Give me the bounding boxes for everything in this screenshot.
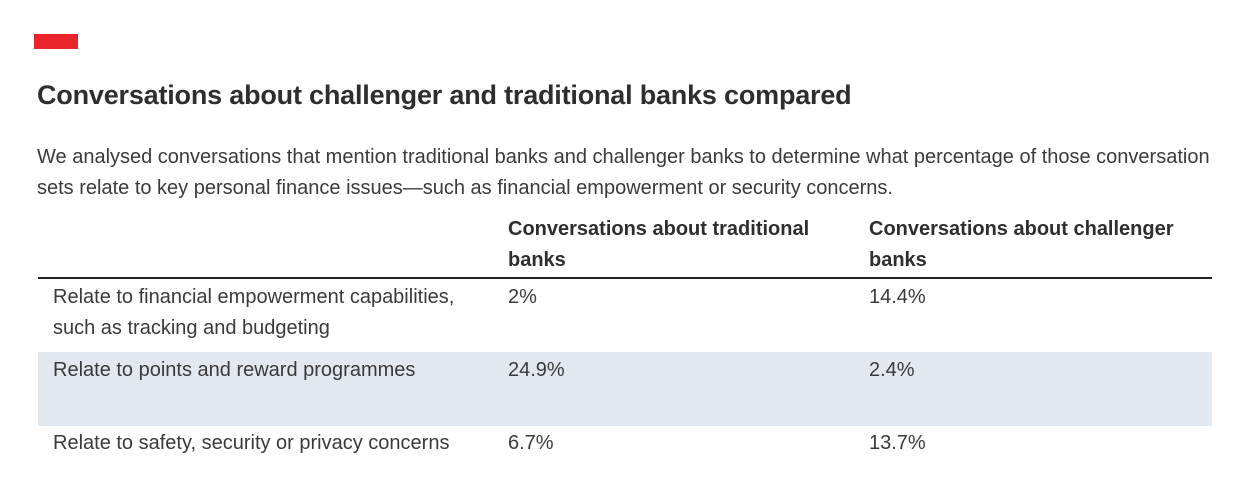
row-label: Relate to points and reward programmes: [38, 352, 508, 426]
page-title: Conversations about challenger and tradi…: [37, 80, 852, 110]
table-row: Relate to financial empowerment capabili…: [38, 278, 1212, 352]
header-challenger-banks: Conversations about challenger banks: [869, 214, 1212, 279]
row-label: Relate to financial empowerment capabili…: [53, 286, 455, 339]
table-header-row: Conversations about traditional banks Co…: [38, 214, 1212, 279]
challenger-value: 14.4%: [869, 286, 926, 308]
description-text: We analysed conversations that mention t…: [37, 146, 1210, 199]
challenger-value: 13.7%: [869, 432, 926, 454]
table-row: Relate to points and reward programmes 2…: [38, 352, 1212, 426]
accent-bar: [34, 34, 78, 49]
traditional-value: 2%: [508, 286, 537, 308]
comparison-table: Conversations about traditional banks Co…: [38, 214, 1212, 472]
traditional-value: 24.9%: [508, 352, 869, 426]
challenger-value: 2.4%: [869, 352, 1212, 426]
traditional-value: 6.7%: [508, 432, 554, 454]
table-row: Relate to safety, security or privacy co…: [38, 426, 1212, 472]
header-traditional-banks: Conversations about traditional banks: [508, 214, 869, 279]
row-label: Relate to safety, security or privacy co…: [53, 432, 450, 454]
header-label-column: [38, 214, 508, 279]
